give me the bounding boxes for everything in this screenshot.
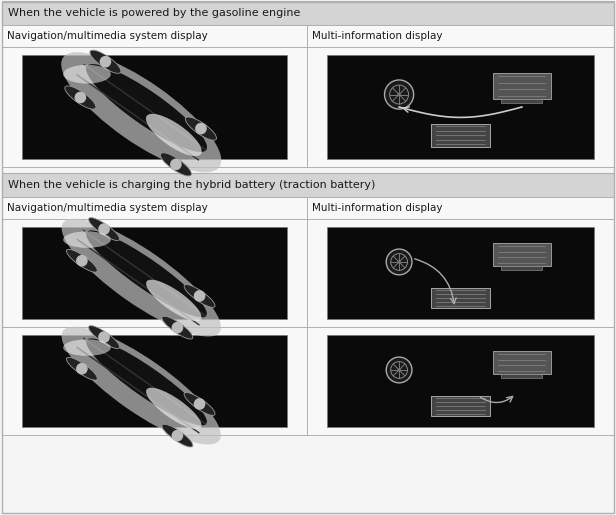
Bar <box>501 374 543 377</box>
Ellipse shape <box>146 388 201 429</box>
Circle shape <box>386 357 412 383</box>
Circle shape <box>384 80 414 109</box>
Bar <box>501 266 543 269</box>
Ellipse shape <box>63 65 111 83</box>
Ellipse shape <box>67 357 97 380</box>
Ellipse shape <box>63 231 111 248</box>
Bar <box>493 243 551 266</box>
Ellipse shape <box>89 325 120 349</box>
Ellipse shape <box>184 285 215 307</box>
Circle shape <box>397 261 400 264</box>
Circle shape <box>100 56 111 67</box>
Bar <box>2 1 614 25</box>
Bar <box>2 47 307 167</box>
Bar <box>327 55 594 159</box>
Ellipse shape <box>90 50 121 73</box>
Ellipse shape <box>184 392 215 416</box>
Bar <box>22 335 287 427</box>
Ellipse shape <box>86 338 207 425</box>
Bar <box>431 288 490 308</box>
Ellipse shape <box>61 52 221 172</box>
Circle shape <box>170 159 182 170</box>
Circle shape <box>98 331 110 343</box>
Ellipse shape <box>62 327 221 444</box>
Circle shape <box>193 398 205 410</box>
Circle shape <box>75 92 86 104</box>
Bar <box>307 327 614 435</box>
Bar <box>493 73 551 99</box>
Bar <box>307 219 614 327</box>
Bar <box>22 227 287 319</box>
Ellipse shape <box>185 117 216 140</box>
Ellipse shape <box>162 424 193 447</box>
Bar <box>327 227 594 319</box>
Circle shape <box>76 255 87 267</box>
Ellipse shape <box>146 280 201 321</box>
Text: Navigation/multimedia system display: Navigation/multimedia system display <box>7 31 208 41</box>
Bar <box>307 197 614 219</box>
Bar <box>2 219 307 327</box>
Bar <box>2 25 307 47</box>
Bar <box>22 55 287 159</box>
Circle shape <box>193 290 205 302</box>
Text: Multi-information display: Multi-information display <box>312 31 442 41</box>
Ellipse shape <box>160 153 192 176</box>
Bar <box>2 327 307 435</box>
Bar <box>2 173 614 197</box>
Ellipse shape <box>89 218 120 241</box>
Circle shape <box>76 363 87 374</box>
Bar <box>431 124 490 147</box>
Bar <box>327 335 594 427</box>
Circle shape <box>397 93 401 96</box>
Ellipse shape <box>67 249 97 272</box>
Bar <box>493 351 551 374</box>
Ellipse shape <box>62 219 221 336</box>
Circle shape <box>172 322 183 333</box>
Bar <box>501 99 543 103</box>
Ellipse shape <box>146 114 201 156</box>
Ellipse shape <box>63 339 111 356</box>
Circle shape <box>397 368 400 371</box>
Text: When the vehicle is powered by the gasoline engine: When the vehicle is powered by the gasol… <box>8 8 301 18</box>
Ellipse shape <box>86 64 207 152</box>
Bar <box>307 25 614 47</box>
Text: Navigation/multimedia system display: Navigation/multimedia system display <box>7 203 208 213</box>
Ellipse shape <box>162 316 193 339</box>
Text: When the vehicle is charging the hybrid battery (traction battery): When the vehicle is charging the hybrid … <box>8 180 375 190</box>
Bar <box>2 197 307 219</box>
Circle shape <box>386 249 412 275</box>
Circle shape <box>195 123 207 134</box>
Bar <box>431 396 490 416</box>
Ellipse shape <box>65 86 96 109</box>
Circle shape <box>98 224 110 235</box>
Text: Multi-information display: Multi-information display <box>312 203 442 213</box>
Circle shape <box>172 430 183 441</box>
Bar <box>307 47 614 167</box>
Ellipse shape <box>86 230 207 317</box>
